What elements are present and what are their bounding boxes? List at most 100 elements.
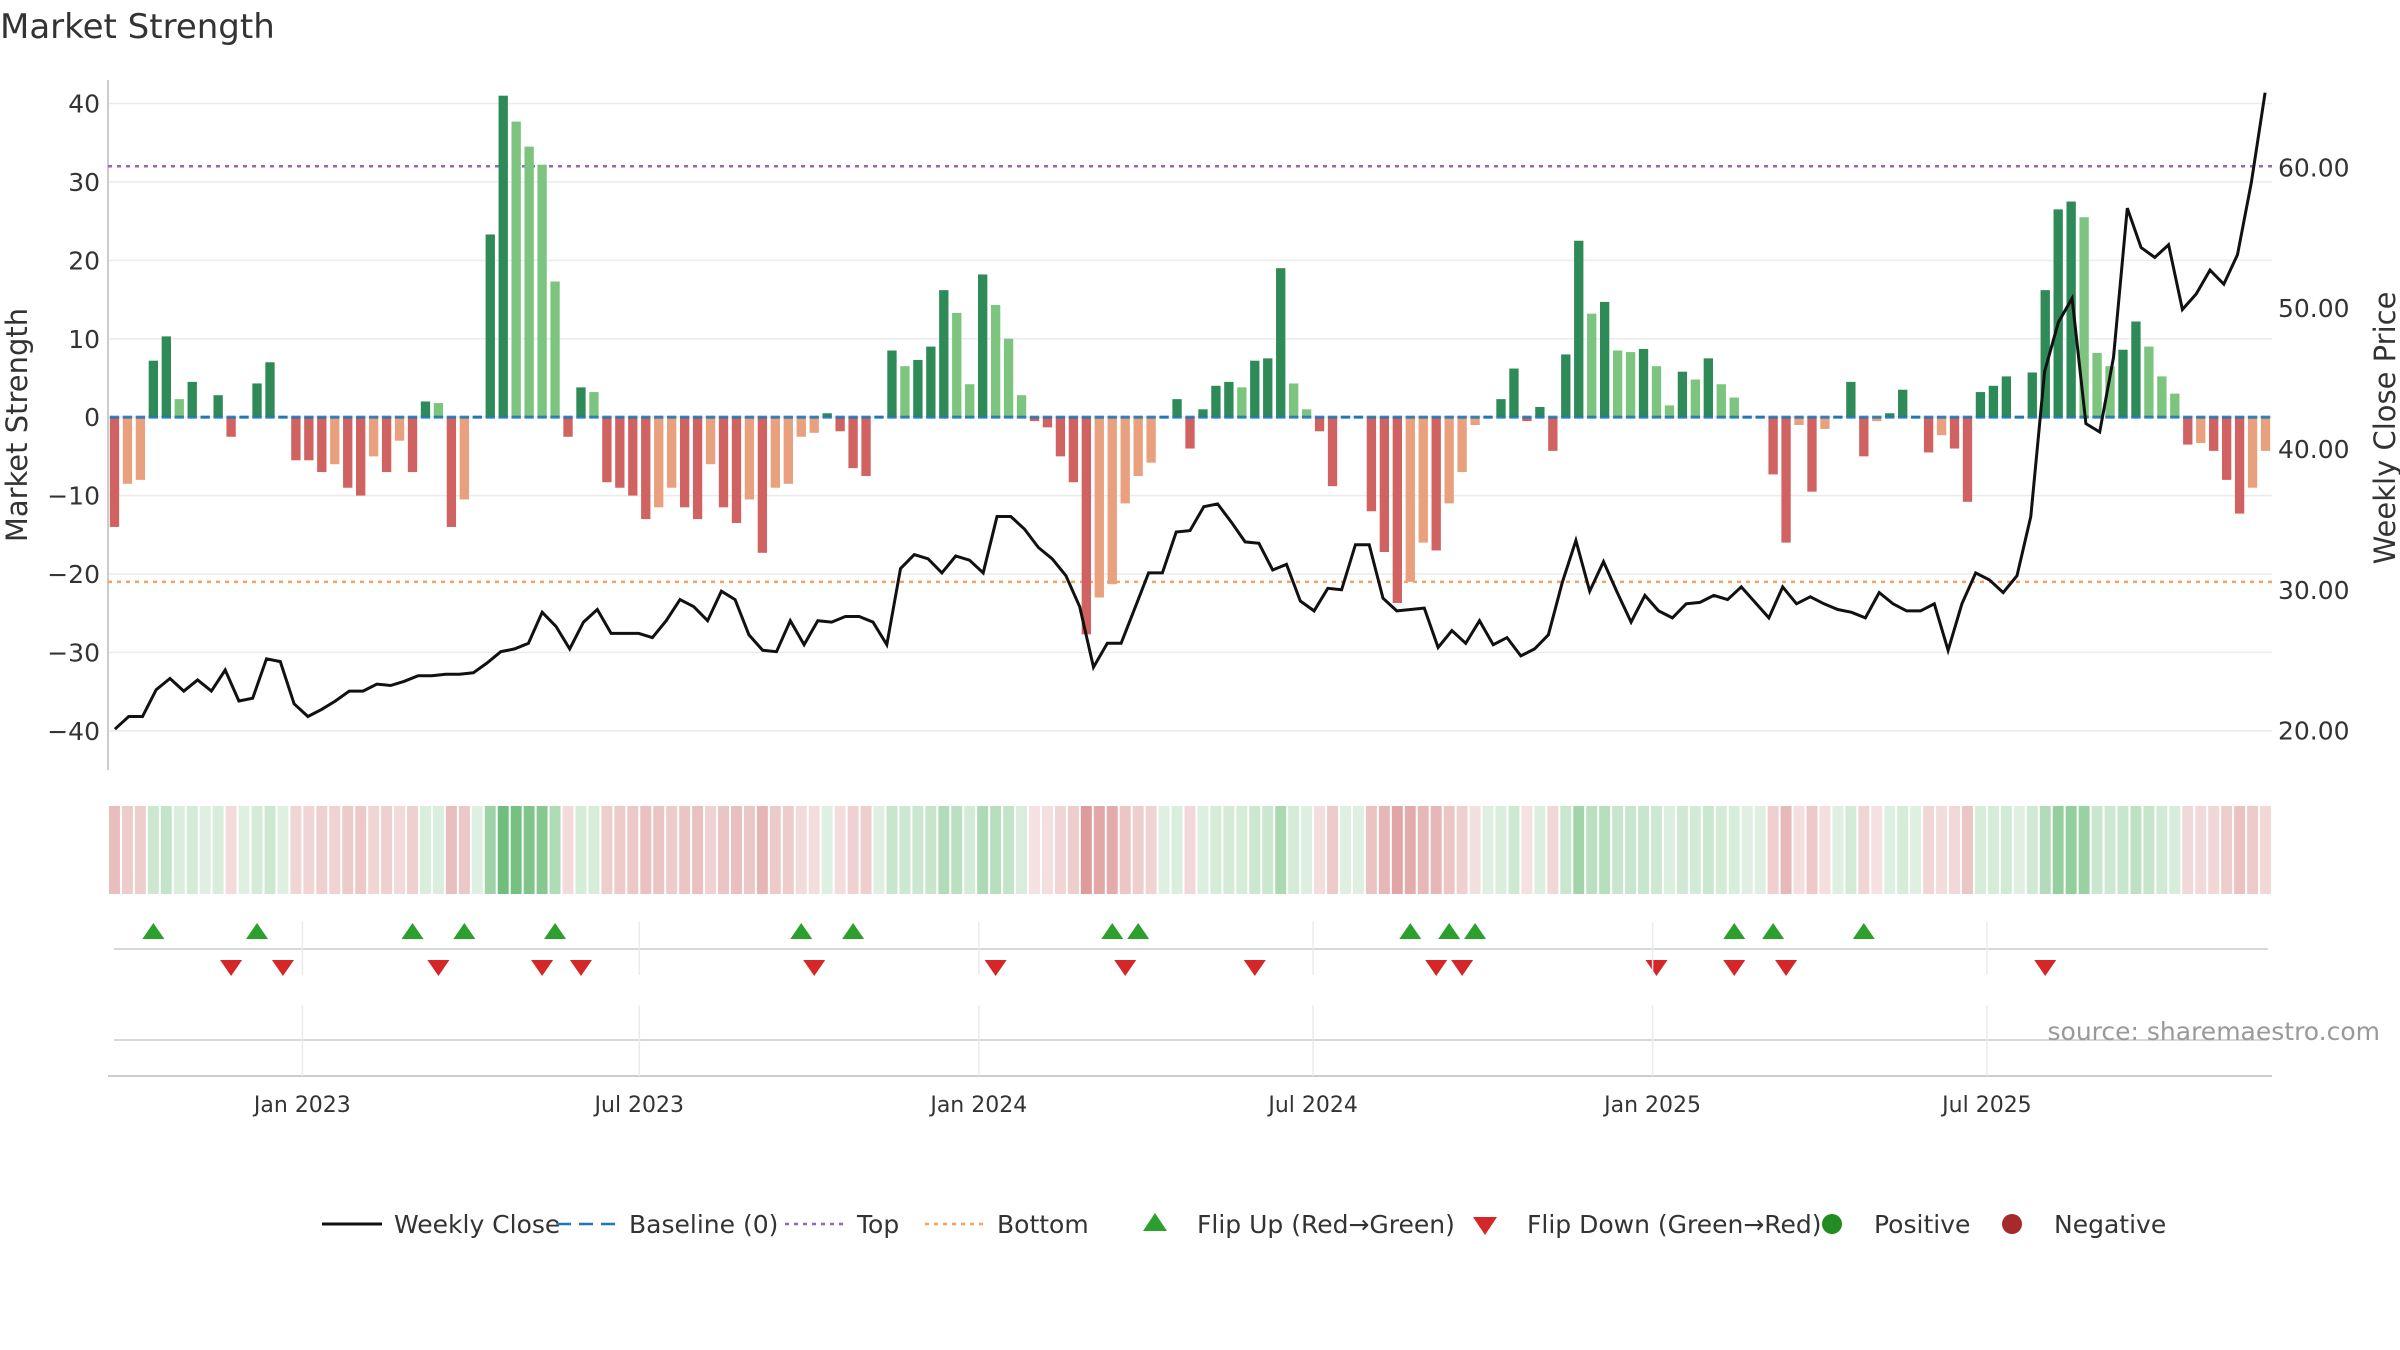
strength-bar [576,387,586,418]
strip-cell [497,806,509,894]
baseline-marker [2260,415,2271,419]
strip-cell [419,806,431,894]
legend-label: Positive [1874,1210,1970,1239]
strip-cell [1210,806,1222,894]
strip-cell [290,806,302,894]
strength-bar [1898,389,1908,418]
baseline-marker [667,415,677,419]
baseline-marker [744,415,755,419]
baseline-marker [485,415,495,419]
legend-label: Baseline (0) [629,1210,778,1239]
baseline-marker [1962,415,1973,419]
baseline-marker [1664,415,1675,419]
y-left-tick-label: −30 [47,638,100,667]
strength-bar [1276,268,1286,418]
right-axis-label: Weekly Close Price [2368,292,2400,565]
baseline-marker [589,415,599,419]
baseline-marker [1159,415,1169,419]
strip-cell [562,806,574,894]
strip-cell [549,806,561,894]
strip-cell [1676,806,1688,894]
left-axis-label: Market Strength [0,308,34,542]
strip-cell [432,806,444,894]
x-tick-label: Jul 2025 [1940,1093,2032,1118]
flip-up-marker [1438,923,1461,939]
baseline-marker [2092,415,2102,419]
baseline-marker [2144,415,2154,419]
strip-cell [303,806,315,894]
strength-bar [2027,372,2037,418]
baseline-marker [2027,415,2037,419]
strip-cell [2104,806,2116,894]
strength-bar [1172,399,1182,418]
baseline-marker [2131,415,2141,419]
strip-cell [575,806,587,894]
flip-up-marker [842,923,865,939]
x-tick-label: Jul 2023 [593,1093,685,1118]
baseline-marker [446,415,457,419]
strength-bar [641,417,651,520]
baseline-marker [1405,415,1415,419]
strength-bar [2209,417,2219,451]
strip-cell [1223,806,1235,894]
strip-cell [860,806,872,894]
strip-cell [251,806,263,894]
strength-bar [1677,371,1688,418]
strength-bar [1859,417,1869,457]
strip-cell [1003,806,1015,894]
strength-bar [887,350,897,418]
baseline-marker [1301,415,1312,419]
strength-bar [1820,417,1830,429]
strip-cell [1301,806,1313,894]
strength-bar [420,401,431,418]
strength-bar [1885,413,1895,418]
baseline-marker [1146,415,1156,419]
strength-bar [1263,358,1273,418]
strength-bar [1237,387,1247,418]
strength-bar [1535,406,1545,418]
x-tick-label: Jan 2025 [1602,1093,1701,1118]
y-left-tick-label: 40 [68,90,100,119]
strip-cell [718,806,729,894]
strip-cell [1884,806,1896,894]
strength-bar [537,164,547,418]
strength-bar [2105,366,2115,418]
strip-cell [1391,806,1403,894]
strip-cell [121,806,133,894]
baseline-marker [1172,415,1182,419]
strength-bar [1599,301,1610,418]
strength-bar [667,417,677,488]
baseline-marker [394,415,405,419]
flip-down-marker [803,960,826,976]
strip-cell [821,806,833,894]
flip-down-marker [984,960,1007,976]
strip-cell [977,806,989,894]
baseline-marker [874,415,884,419]
strength-bar [1224,381,1234,418]
baseline-marker [2040,415,2050,419]
strength-bar [381,417,392,473]
strength-bar [952,312,962,418]
strip-cell [536,806,548,894]
strength-bar [317,417,327,473]
strip-cell [1832,806,1844,894]
strength-bar [291,417,301,461]
strength-bar [2118,349,2128,418]
strength-bar [368,417,379,457]
baseline-marker [1677,415,1688,419]
strip-cell [1016,806,1028,894]
strip-cell [1236,806,1248,894]
strip-cell [1495,806,1507,894]
flip-up-marker [790,923,813,939]
baseline-marker [343,415,353,419]
strength-bar [1561,354,1571,418]
flip-down-marker [1425,960,1448,976]
strength-bar [1781,417,1791,543]
strength-bar [1651,366,1662,418]
baseline-marker [796,415,806,419]
strip-cell [1158,806,1170,894]
baseline-marker [122,415,133,419]
strength-bar [1107,417,1117,585]
baseline-marker [887,415,897,419]
strength-bar [1470,417,1480,425]
